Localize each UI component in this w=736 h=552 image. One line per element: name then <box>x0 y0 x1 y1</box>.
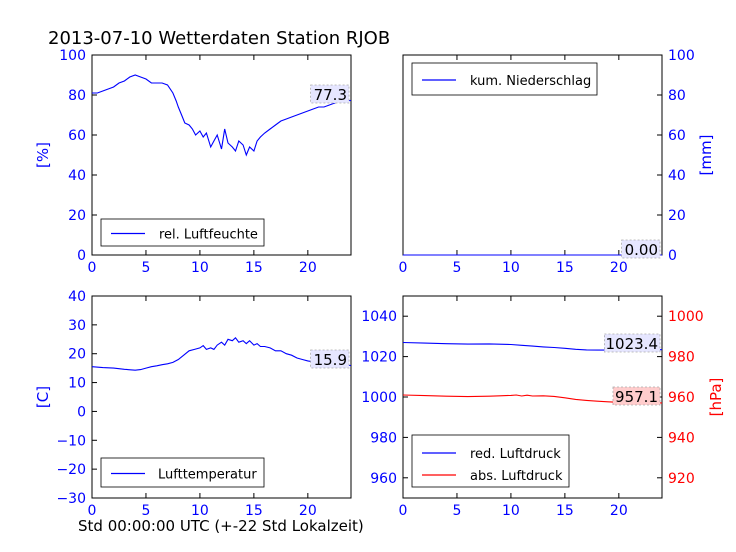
x-tick-label: 20 <box>610 260 628 276</box>
y-tick-label: 960 <box>668 390 695 406</box>
y-tick-label: 980 <box>668 350 695 366</box>
last-value-box <box>310 84 350 104</box>
last-value-label: 15.9 <box>314 351 347 369</box>
series-line-0 <box>91 336 352 371</box>
y-tick-label: 960 <box>370 471 397 487</box>
series-line-0 <box>92 74 352 157</box>
y-tick-label: 20 <box>68 347 86 363</box>
humidity-panel: 0 5 10 15 20 0 20 40 60 80 100 [%] 77.3 rel. Luftfeuc… <box>34 48 352 276</box>
y-tick-label: 940 <box>668 430 695 446</box>
last-value-label: 77.3 <box>314 86 347 104</box>
y-tick-label: 80 <box>668 88 686 104</box>
plot-frame <box>91 295 352 499</box>
legend-entry: red. Luftdruck <box>470 447 561 462</box>
y-tick-label: 40 <box>668 168 686 184</box>
x-tick-label: 5 <box>141 260 150 276</box>
x-tick-label: 5 <box>452 260 461 276</box>
y-tick-label: 60 <box>668 128 686 144</box>
last-value-label: 1023.4 <box>606 335 659 353</box>
y-tick-label: 920 <box>668 471 695 487</box>
x-tick-label: 20 <box>610 503 628 519</box>
y-tick-label: 1020 <box>361 350 397 366</box>
x-tick-label: 15 <box>245 260 263 276</box>
y-tick-label: 980 <box>370 430 397 446</box>
y-axis-label: [C] <box>34 386 52 408</box>
y-tick-label: −10 <box>56 433 86 449</box>
x-tick-label: 5 <box>452 503 461 519</box>
y-tick-label: 40 <box>68 168 86 184</box>
last-value-label: 0.00 <box>625 241 658 259</box>
y-tick-label: 80 <box>68 88 86 104</box>
y-tick-label: 0 <box>77 248 86 264</box>
x-tick-label: 0 <box>88 503 97 519</box>
y-tick-label: 1040 <box>361 309 397 325</box>
y-axis-label: [hPa] <box>707 378 725 417</box>
legend-box <box>100 218 265 247</box>
y-tick-label: 20 <box>668 208 686 224</box>
x-tick-label: 0 <box>399 503 408 519</box>
y-axis-label: [%] <box>34 142 52 168</box>
legend-box <box>411 434 570 488</box>
last-value-box <box>604 333 661 353</box>
x-tick-label: 15 <box>556 503 574 519</box>
y-tick-label: 100 <box>59 48 86 64</box>
y-tick-label: 60 <box>68 128 86 144</box>
figure-title: 2013-07-10 Wetterdaten Station RJOB <box>48 28 390 49</box>
y-axis-label: [mm] <box>697 135 715 176</box>
last-value-box <box>621 239 661 259</box>
plot-frame <box>91 54 352 256</box>
x-tick-label: 10 <box>502 503 520 519</box>
legend-entry: Lufttemperatur <box>158 468 257 483</box>
y-tick-label: 1000 <box>668 309 704 325</box>
figure-xlabel: Std 00:00:00 UTC (+-22 Std Lokalzeit) <box>78 517 364 535</box>
x-tick-label: 10 <box>191 503 209 519</box>
y-tick-label: 1000 <box>361 390 397 406</box>
y-tick-label: −30 <box>56 491 86 507</box>
precipitation-panel: 0 5 10 15 20 0 20 40 60 80 100 [mm] 0.00 kum. Nieders… <box>399 48 715 276</box>
y-tick-label: 20 <box>68 208 86 224</box>
x-tick-label: 10 <box>502 260 520 276</box>
y-tick-label: 0 <box>668 248 677 264</box>
legend-entry: abs. Luftdruck <box>470 469 563 484</box>
y-tick-label: 100 <box>668 48 695 64</box>
last-value-label: 957.1 <box>615 388 658 406</box>
last-value-box <box>310 349 350 369</box>
x-tick-label: 0 <box>399 260 408 276</box>
x-tick-label: 20 <box>299 503 317 519</box>
x-tick-label: 20 <box>299 260 317 276</box>
legend-box <box>411 62 598 96</box>
x-tick-label: 10 <box>191 260 209 276</box>
pressure-panel: 0 5 10 15 20 960 980 1000 1020 1040 920 940 960 980 10… <box>361 295 725 519</box>
y-tick-label: 10 <box>68 376 86 392</box>
last-value-box <box>612 386 661 406</box>
x-tick-label: 5 <box>141 503 150 519</box>
legend-entry: kum. Niederschlag <box>470 74 591 89</box>
x-tick-label: 15 <box>245 503 263 519</box>
legend-entry: rel. Luftfeuchte <box>159 228 258 243</box>
y-tick-label: 30 <box>68 318 86 334</box>
y-tick-label: 40 <box>68 289 86 305</box>
y-tick-label: −20 <box>56 462 86 478</box>
x-tick-label: 0 <box>88 260 97 276</box>
y-tick-label: 0 <box>77 404 86 420</box>
legend-box <box>100 457 265 488</box>
temperature-panel: 0 5 10 15 20 −30 −20 −10 0 10 20 30 40 [C] 15.9 Lufttem… <box>34 289 352 519</box>
x-tick-label: 15 <box>556 260 574 276</box>
